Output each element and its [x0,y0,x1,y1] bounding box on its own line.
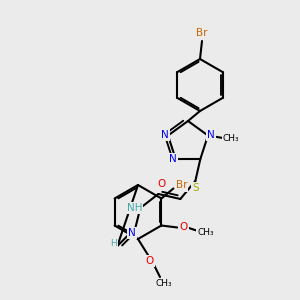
Text: N: N [128,228,136,238]
Text: O: O [179,223,188,232]
Text: N: N [161,130,169,140]
Text: CH₃: CH₃ [223,134,239,143]
Text: S: S [192,183,199,193]
Text: N: N [169,154,176,164]
Text: Br: Br [196,28,208,38]
Text: O: O [157,179,166,189]
Text: NH: NH [127,203,142,213]
Text: CH₃: CH₃ [156,278,172,287]
Text: O: O [146,256,154,266]
Text: CH₃: CH₃ [197,228,214,237]
Text: N: N [207,130,215,140]
Text: H: H [110,239,117,248]
Text: Br: Br [176,181,187,190]
